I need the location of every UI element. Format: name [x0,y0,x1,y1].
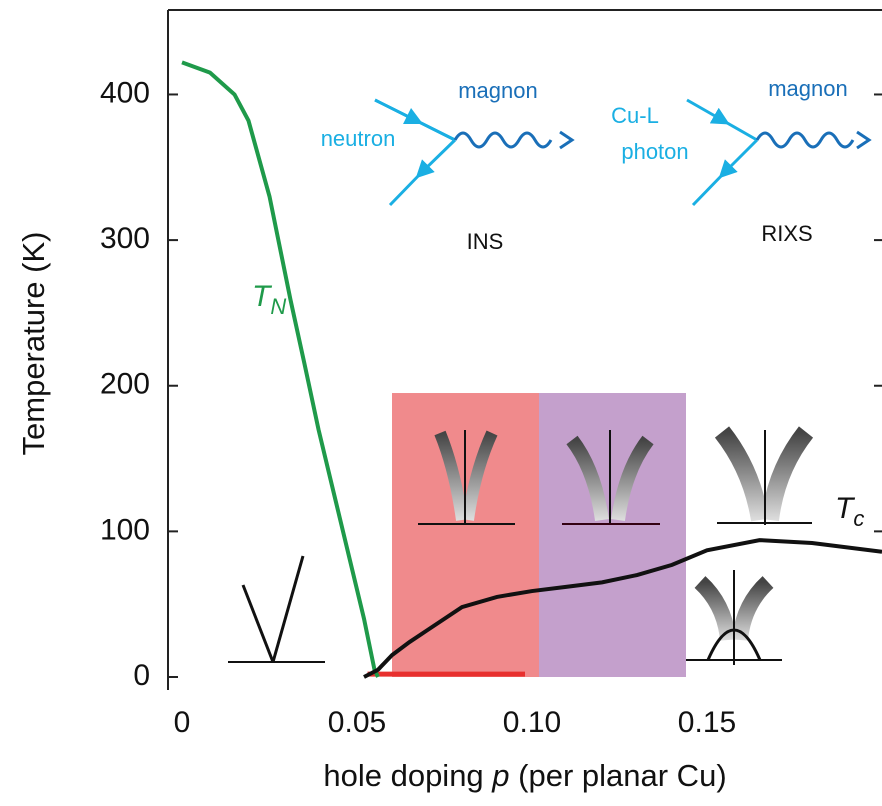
sketch-undoped [228,555,325,663]
y-tick-label: 0 [133,659,150,692]
doping-region [539,393,686,677]
y-axis-label: Temperature (K) [16,232,51,456]
series-line [181,60,380,678]
x-tick-label: 0.10 [503,706,561,739]
x-tick-label: 0 [174,706,191,739]
series-label-sub: N [270,294,286,319]
annotation: RIXS [761,221,812,246]
x-axis-label-part: hole doping [323,758,492,793]
series-label: TN [252,280,286,319]
feynman-ins [374,98,575,207]
feynman-rixs [686,98,872,207]
axes: 0 100 200 300 400 0 0.05 0.10 0.15 Temperature (K… [16,76,882,793]
series-label: Tc [835,492,864,531]
series-line [363,538,882,679]
sketch-gap [686,570,782,665]
x-axis-label-part: (per planar Cu) [510,758,727,793]
annotation: INS [467,229,504,254]
annotation: magnon [768,76,848,101]
sketch-red [418,430,515,525]
frame [167,9,882,690]
x-axis-label: hole doping p (per planar Cu) [323,758,726,793]
x-tick-label: 0.05 [328,706,386,739]
y-tick-label: 400 [100,76,150,109]
annotation: Cu-L [611,103,659,128]
series-label-sub: c [853,506,864,531]
annotation: neutron [321,126,396,151]
sketch-overdoped [714,426,814,525]
y-tick-label: 100 [100,513,150,546]
series-label-main: T [835,492,856,525]
x-tick-label: 0.15 [678,706,736,739]
series-label-main: T [252,280,273,313]
y-tick-label: 200 [100,368,150,401]
y-tick-label: 300 [100,222,150,255]
annotation: magnon [458,78,538,103]
annotation: photon [621,139,688,164]
x-axis-label-part: p [491,758,509,793]
sketch-purple [562,430,660,525]
